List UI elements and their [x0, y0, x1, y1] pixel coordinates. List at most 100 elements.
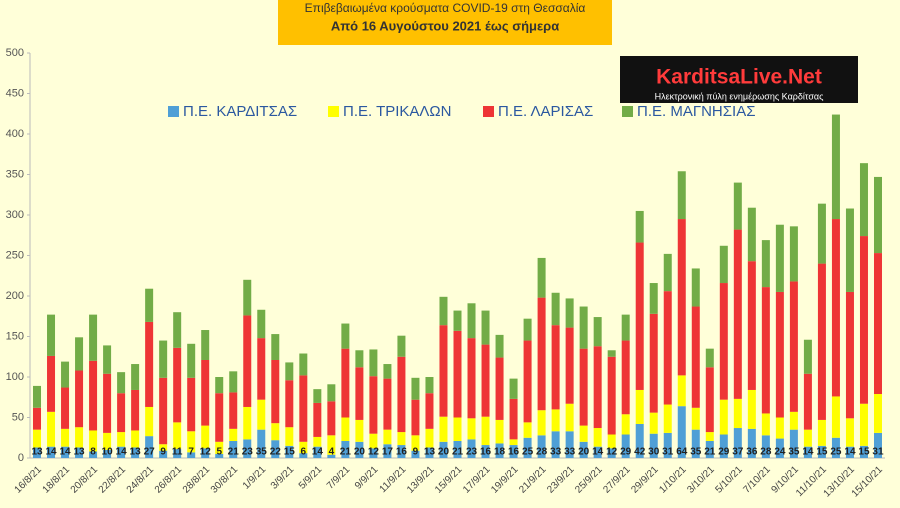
bar-segment — [75, 447, 84, 458]
bar-segment — [747, 261, 756, 390]
data-label: 14 — [116, 447, 128, 458]
bar-segment — [439, 325, 448, 417]
logo-tagline: Ηλεκτρονική πύλη ενημέρωσης Καρδίτσας — [655, 91, 825, 101]
bar-segment — [103, 373, 112, 433]
bar-segment — [285, 380, 294, 428]
bar-segment — [831, 114, 840, 220]
bar-segment — [369, 349, 378, 377]
bar-segment — [313, 446, 322, 458]
bar-segment — [75, 370, 84, 428]
bar-segment — [243, 439, 252, 458]
bar-segment — [775, 417, 784, 439]
bar-segment — [453, 440, 462, 458]
bar-segment — [733, 229, 742, 399]
bar-segment — [257, 338, 266, 400]
bar-segment — [705, 348, 714, 368]
bar-segment — [761, 413, 770, 436]
data-label: 33 — [564, 447, 576, 458]
bar-segment — [313, 436, 322, 447]
bar-segment — [201, 448, 210, 458]
bar-segment — [47, 314, 56, 356]
y-tick-label: 500 — [6, 47, 24, 59]
logo-box — [620, 56, 858, 103]
chart-title: Επιβεβαιωμένα κρούσματα COVID-19 στη Θεσ… — [305, 1, 586, 15]
bar-segment — [635, 210, 644, 243]
bar-segment — [103, 345, 112, 374]
data-label: 13 — [130, 447, 142, 458]
bar-segment — [341, 323, 350, 349]
bar-segment — [187, 343, 196, 378]
bar-segment — [719, 399, 728, 435]
bar-segment — [635, 242, 644, 390]
bar-segment — [285, 362, 294, 381]
bar-segment — [383, 378, 392, 430]
data-label: 17 — [382, 447, 394, 458]
bar-segment — [75, 337, 84, 371]
bar-segment — [313, 402, 322, 437]
bar-segment — [271, 423, 280, 441]
bar-segment — [173, 449, 182, 458]
bar-segment — [271, 359, 280, 424]
bar-segment — [187, 431, 196, 453]
bar-segment — [439, 416, 448, 442]
bar-segment — [635, 389, 644, 424]
bar-segment — [817, 445, 826, 458]
bar-segment — [593, 317, 602, 347]
bar-segment — [495, 443, 504, 458]
bar-segment — [327, 435, 336, 455]
bar-segment — [243, 315, 252, 407]
bar-segment — [733, 428, 742, 458]
bar-segment — [355, 419, 364, 442]
bar-segment — [145, 288, 154, 322]
bar-segment — [607, 356, 616, 435]
bar-segment — [341, 440, 350, 458]
data-label: 35 — [690, 447, 702, 458]
bar-segment — [495, 419, 504, 444]
bar-segment — [47, 411, 56, 447]
bar-segment — [565, 327, 574, 404]
legend-swatch — [168, 106, 179, 117]
bar-segment — [677, 406, 686, 458]
bar-segment — [817, 203, 826, 264]
bar-segment — [803, 446, 812, 458]
data-label: 11 — [172, 447, 183, 458]
bar-segment — [621, 314, 630, 341]
bar-segment — [397, 445, 406, 458]
data-label: 21 — [704, 447, 716, 458]
bar-segment — [551, 292, 560, 326]
bar-segment — [565, 403, 574, 432]
bar-segment — [663, 253, 672, 292]
bar-segment — [481, 416, 490, 446]
bar-segment — [481, 344, 490, 417]
bar-segment — [481, 310, 490, 345]
bar-segment — [621, 414, 630, 435]
data-label: 31 — [872, 447, 884, 458]
bar-segment — [537, 257, 546, 298]
bar-segment — [355, 441, 364, 458]
legend-swatch — [622, 106, 633, 117]
bar-segment — [509, 445, 518, 458]
bar-segment — [411, 450, 420, 458]
bar-segment — [677, 219, 686, 376]
bar-segment — [425, 447, 434, 458]
bar-segment — [285, 445, 294, 458]
bar-segment — [173, 347, 182, 423]
bar-segment — [845, 208, 854, 292]
bar-segment — [369, 448, 378, 458]
data-label: 15 — [858, 447, 870, 458]
y-tick-label: 350 — [6, 168, 24, 180]
data-label: 10 — [102, 447, 114, 458]
data-label: 4 — [329, 447, 335, 458]
data-label: 14 — [45, 447, 57, 458]
y-tick-label: 450 — [6, 87, 24, 99]
legend-swatch — [328, 106, 339, 117]
bar-segment — [537, 435, 546, 458]
bar-segment — [467, 418, 476, 440]
data-label: 24 — [774, 447, 786, 458]
bar-segment — [551, 431, 560, 458]
bar-segment — [173, 312, 182, 348]
bar-segment — [159, 444, 168, 451]
y-tick-label: 0 — [18, 452, 24, 464]
bar-segment — [61, 428, 70, 447]
bar-segment — [663, 404, 672, 433]
